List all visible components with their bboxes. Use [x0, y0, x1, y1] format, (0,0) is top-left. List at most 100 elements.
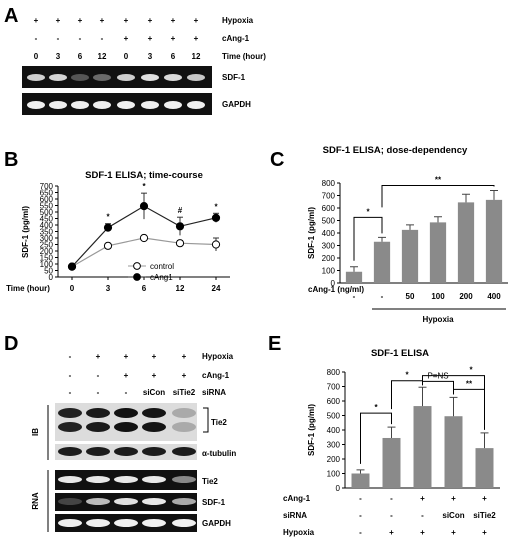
b-x-tick-label: 0 — [70, 284, 75, 293]
a-cang-row-cell: - — [35, 34, 38, 43]
d-hypoxia-row-cell: + — [152, 352, 157, 361]
e-hypoxia-row-cell: + — [420, 528, 425, 537]
a-gapdh-band — [49, 101, 67, 109]
d-rna-side-label: RNA — [31, 492, 40, 510]
a-cang-row-cell: - — [79, 34, 82, 43]
d-rna-tie2-band — [114, 476, 138, 483]
b-significance-mark: * — [214, 202, 218, 211]
c-category-label: 100 — [431, 292, 445, 301]
c-bar — [373, 241, 391, 283]
a-gapdh-band — [93, 101, 111, 109]
c-chart-title: SDF-1 ELISA; dose-dependency — [323, 145, 468, 156]
a-sdf1-band — [49, 74, 67, 81]
a-time-row-cell: 12 — [98, 52, 107, 61]
c-y-tick-label: 0 — [331, 279, 336, 288]
panel-letter-e: E — [268, 333, 281, 355]
c-category-label: - — [353, 292, 356, 301]
b-y-tick-label: 700 — [40, 182, 54, 191]
c-significance-mark: * — [366, 207, 370, 216]
e-sig-bracket — [391, 380, 423, 410]
e-significance-mark: * — [405, 371, 409, 380]
d-row-label: siRNA — [202, 388, 226, 397]
e-cang-row-cell: + — [451, 494, 456, 503]
d-row-label: Hypoxia — [202, 352, 234, 361]
panel-e-elisa-chart: SDF-1 ELISA 0 100 200 300 400 500 600 700 800 SDF-… — [283, 348, 500, 537]
a-sdf1-band — [93, 74, 111, 81]
a-gapdh-band — [141, 101, 159, 109]
b-point-control — [103, 241, 113, 250]
b-y-tick-label: 600 — [40, 195, 54, 204]
e-row-label: siRNA — [283, 511, 307, 520]
a-sdf1-band — [164, 74, 182, 81]
a-time-row-cell: 0 — [34, 52, 39, 61]
d-ib-label-tie2: Tie2 — [211, 418, 227, 427]
a-sdf1-band — [27, 74, 45, 81]
d-cang-row-cell: + — [124, 371, 129, 380]
e-significance-mark: * — [469, 366, 473, 375]
d-rna-gapdh-band — [58, 519, 82, 527]
a-row-label: cAng-1 — [222, 34, 250, 43]
e-sirna-row-cell: siCon — [442, 511, 464, 520]
d-rna-tie2-band — [86, 476, 110, 483]
panel-letter-d: D — [4, 333, 18, 355]
a-hypoxia-row-cell: + — [100, 16, 105, 25]
b-point-control — [175, 239, 185, 248]
d-sirna-row-cell: - — [69, 388, 72, 397]
d-tie2-bracket — [203, 407, 209, 433]
a-gapdh-band — [27, 101, 45, 109]
b-y-tick-label: 500 — [40, 208, 54, 217]
c-bar — [457, 202, 475, 283]
b-x-axis-label: Time (hour) — [6, 284, 50, 293]
e-row-label: Hypoxia — [283, 528, 315, 537]
b-y-tick-label: 250 — [40, 241, 54, 250]
a-cang-row-cell: + — [171, 34, 176, 43]
d-rna-sdf1-band — [86, 498, 110, 505]
b-y-tick-label: 300 — [40, 234, 54, 243]
b-x-tick-label: 3 — [106, 284, 111, 293]
panel-c-dose-dependency-chart: SDF-1 ELISA; dose-dependency 0 100 200 300 40… — [307, 145, 508, 324]
panel-b-time-course-chart: SDF-1 ELISA; time-course0501001502002503… — [6, 170, 230, 293]
e-significance-mark: * — [374, 403, 378, 412]
d-sirna-row-cell: - — [125, 388, 128, 397]
a-cang-row-cell: - — [101, 34, 104, 43]
e-sirna-row-cell: siTie2 — [473, 511, 496, 520]
a-time-row-cell: 6 — [78, 52, 83, 61]
a-hypoxia-row-cell: + — [194, 16, 199, 25]
c-category-row-label: cAng-1 (ng/ml) — [308, 285, 364, 294]
e-y-tick-label: 400 — [327, 426, 341, 435]
a-gel-gapdh — [22, 93, 212, 115]
a-sdf1-band — [187, 74, 205, 81]
panel-a: + + + + + + + + Hypoxia - - - - + + + + cAng-1 0 3 6 12 0 3 6 12 T… — [22, 16, 266, 115]
c-bar — [345, 271, 363, 283]
b-y-tick-label: 150 — [40, 254, 54, 263]
c-significance-mark: ** — [435, 176, 442, 185]
e-sig-bracket — [422, 380, 454, 395]
panel-letter-a: A — [4, 5, 18, 27]
e-y-axis-label: SDF-1 (pg/ml) — [307, 404, 316, 456]
b-chart-title: SDF-1 ELISA; time-course — [85, 170, 203, 181]
b-legend-marker — [133, 273, 141, 281]
c-y-tick-label: 500 — [322, 217, 336, 226]
e-cang-row-cell: - — [359, 494, 362, 503]
d-ib-tubulin-band — [142, 447, 166, 456]
e-bar — [444, 416, 463, 488]
a-gel-sdf1 — [22, 66, 212, 88]
b-y-tick-label: 550 — [40, 202, 54, 211]
b-y-tick-label: 350 — [40, 228, 54, 237]
panel-d: - + + + + Hypoxia - - + + + cAng-1 - - - siCon siTie2 siR… — [31, 352, 236, 532]
d-sirna-row-cell: siCon — [143, 388, 165, 397]
b-y-axis-label: SDF-1 (pg/ml) — [21, 206, 30, 258]
b-x-tick-label: 24 — [212, 284, 221, 293]
a-sdf1-band — [141, 74, 159, 81]
d-ib-tie2-band — [142, 408, 166, 418]
e-sig-bracket — [453, 388, 485, 430]
e-y-tick-label: 500 — [327, 412, 341, 421]
e-y-tick-label: 800 — [327, 368, 341, 377]
a-hypoxia-row-cell: + — [124, 16, 129, 25]
c-group-label: Hypoxia — [422, 315, 454, 324]
d-ib-tie2-band — [142, 422, 166, 432]
c-y-tick-label: 600 — [322, 204, 336, 213]
a-cang-row-cell: - — [57, 34, 60, 43]
d-row-label: cAng-1 — [202, 371, 230, 380]
a-sdf1-band — [117, 74, 135, 81]
